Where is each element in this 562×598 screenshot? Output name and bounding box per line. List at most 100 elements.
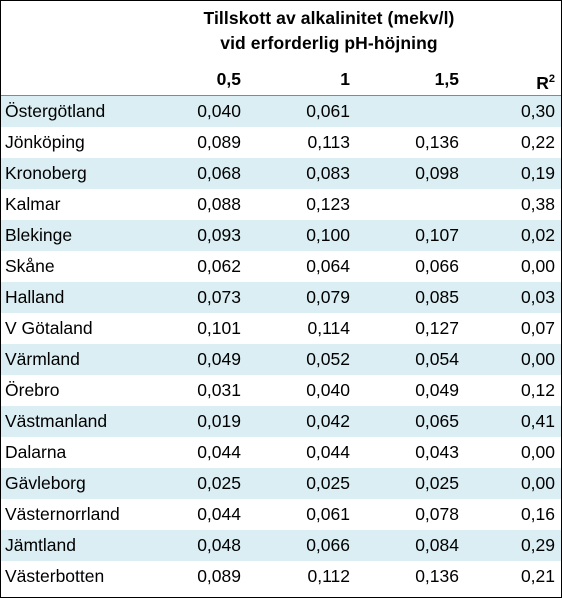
region-name: Skåne <box>5 256 55 276</box>
value-1: 0,114 <box>307 318 351 338</box>
table-title-line-1: Tillskott av alkalinitet (mekv/l) <box>203 8 455 28</box>
r-squared-value: 0,07 <box>520 318 555 338</box>
region-name: Halland <box>5 287 65 307</box>
r-squared-value: 0,19 <box>520 163 555 183</box>
table-row: Dalarna 0,044 0,044 0,043 0,00 <box>1 437 561 468</box>
value-1: 0,042 <box>306 411 350 431</box>
value-1: 0,061 <box>306 101 350 121</box>
r-squared-value: 0,22 <box>520 132 555 152</box>
value-0-5: 0,048 <box>197 535 241 555</box>
r-squared-value: 0,12 <box>520 380 555 400</box>
table-row: Kalmar 0,088 0,123 0,38 <box>1 189 561 220</box>
r-squared-value: 0,00 <box>520 442 555 462</box>
r-squared-letter: R <box>536 73 549 93</box>
value-1: 0,123 <box>306 194 350 214</box>
value-0-5: 0,031 <box>197 380 241 400</box>
value-1: 0,044 <box>306 442 350 462</box>
value-1: 0,113 <box>307 132 351 152</box>
r-squared-value: 0,00 <box>520 256 555 276</box>
value-0-5: 0,019 <box>197 411 241 431</box>
column-header-0-5: 0,5 <box>216 69 241 89</box>
r-squared-value: 0,29 <box>520 535 555 555</box>
table-row: Örebro 0,031 0,040 0,049 0,12 <box>1 375 561 406</box>
value-1-5: 0,049 <box>415 380 459 400</box>
table-row: Kronoberg 0,068 0,083 0,098 0,19 <box>1 158 561 189</box>
value-0-5: 0,025 <box>197 473 241 493</box>
region-name: Örebro <box>5 380 60 400</box>
region-name: Jönköping <box>5 132 85 152</box>
value-1-5: 0,136 <box>415 132 459 152</box>
column-header-r-squared: R2 <box>459 65 555 93</box>
value-1: 0,061 <box>306 504 350 524</box>
value-1: 0,066 <box>306 535 350 555</box>
value-1-5: 0,136 <box>415 566 459 586</box>
r-squared-value: 0,41 <box>520 411 555 431</box>
r-squared-value: 0,00 <box>520 473 555 493</box>
region-name: Kalmar <box>5 194 61 214</box>
region-name: Jämtland <box>5 535 77 555</box>
value-1-5: 0,025 <box>415 473 459 493</box>
column-header-1: 1 <box>340 69 350 89</box>
value-1: 0,079 <box>306 287 350 307</box>
value-1-5: 0,065 <box>415 411 459 431</box>
region-name: Kronoberg <box>5 163 87 183</box>
region-name: Västernorrland <box>5 504 120 524</box>
r-squared-value: 0,21 <box>520 566 555 586</box>
table-row: Östergötland 0,040 0,061 0,30 <box>1 96 561 127</box>
region-name: Värmland <box>5 349 80 369</box>
table-row: Jönköping 0,089 0,113 0,136 0,22 <box>1 127 561 158</box>
r-squared-exponent: 2 <box>548 73 555 85</box>
value-0-5: 0,101 <box>197 318 241 338</box>
table-row: Västmanland 0,019 0,042 0,065 0,41 <box>1 406 561 437</box>
table-title-line-2: vid erforderlig pH-höjning <box>220 33 438 53</box>
region-name: V Götaland <box>5 318 93 338</box>
value-1-5: 0,098 <box>415 163 459 183</box>
value-1: 0,083 <box>306 163 350 183</box>
value-1: 0,025 <box>306 473 350 493</box>
r-squared-value: 0,30 <box>520 101 555 121</box>
table-body: Östergötland 0,040 0,061 0,30 Jönköping 0,089… <box>1 95 561 592</box>
value-0-5: 0,049 <box>197 349 241 369</box>
value-0-5: 0,044 <box>197 504 241 524</box>
column-header-1-5: 1,5 <box>434 69 459 89</box>
r-squared-value: 0,38 <box>520 194 555 214</box>
value-0-5: 0,088 <box>197 194 241 214</box>
value-0-5: 0,089 <box>197 566 241 586</box>
value-1: 0,112 <box>307 566 351 586</box>
r-squared-value: 0,00 <box>520 349 555 369</box>
value-1-5: 0,084 <box>415 535 459 555</box>
value-1: 0,100 <box>306 225 350 245</box>
table-row: Västerbotten 0,089 0,112 0,136 0,21 <box>1 561 561 592</box>
table-row: Halland 0,073 0,079 0,085 0,03 <box>1 282 561 313</box>
value-0-5: 0,073 <box>197 287 241 307</box>
region-name: Blekinge <box>5 225 73 245</box>
table-row: Västernorrland 0,044 0,061 0,078 0,16 <box>1 499 561 530</box>
value-0-5: 0,062 <box>197 256 241 276</box>
region-name: Gävleborg <box>5 473 86 493</box>
value-1-5: 0,066 <box>415 256 459 276</box>
value-1: 0,040 <box>306 380 350 400</box>
value-1: 0,064 <box>306 256 350 276</box>
value-0-5: 0,068 <box>197 163 241 183</box>
value-1-5: 0,127 <box>415 318 459 338</box>
value-1-5: 0,078 <box>415 504 459 524</box>
region-name: Östergötland <box>5 101 106 121</box>
region-name: Dalarna <box>5 442 67 462</box>
table-row: Jämtland 0,048 0,066 0,084 0,29 <box>1 530 561 561</box>
value-0-5: 0,044 <box>197 442 241 462</box>
r-squared-value: 0,16 <box>520 504 555 524</box>
table-row: V Götaland 0,101 0,114 0,127 0,07 <box>1 313 561 344</box>
value-1-5: 0,107 <box>415 225 459 245</box>
value-1: 0,052 <box>306 349 350 369</box>
value-1-5: 0,085 <box>415 287 459 307</box>
table-row: Värmland 0,049 0,052 0,054 0,00 <box>1 344 561 375</box>
value-0-5: 0,093 <box>197 225 241 245</box>
r-squared-value: 0,03 <box>520 287 555 307</box>
r-squared-value: 0,02 <box>520 225 555 245</box>
region-name: Västmanland <box>5 411 108 431</box>
value-1-5: 0,043 <box>415 442 459 462</box>
table-row: Gävleborg 0,025 0,025 0,025 0,00 <box>1 468 561 499</box>
value-1-5: 0,054 <box>415 349 459 369</box>
table-title: Tillskott av alkalinitet (mekv/l) vid er… <box>97 6 561 56</box>
